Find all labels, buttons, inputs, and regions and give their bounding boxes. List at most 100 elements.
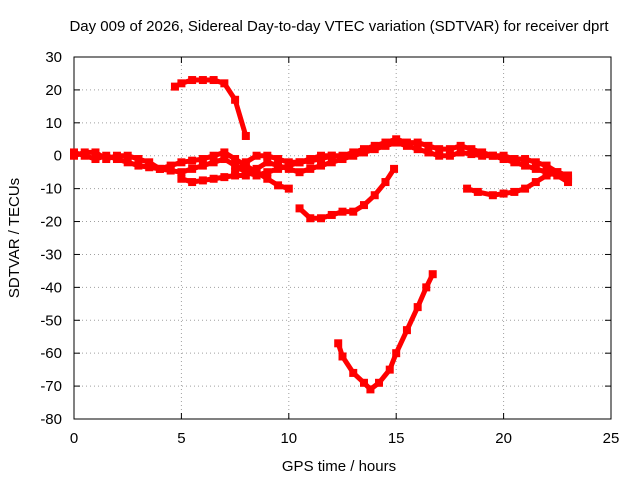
data-point	[338, 207, 347, 216]
data-point	[198, 176, 207, 185]
data-point	[435, 151, 444, 160]
data-point	[553, 168, 562, 177]
data-point	[188, 178, 197, 187]
series-trace-6	[295, 164, 399, 223]
data-point	[521, 155, 530, 164]
data-point	[392, 135, 401, 144]
data-point	[177, 79, 186, 88]
data-point	[209, 151, 218, 160]
data-point	[338, 151, 347, 160]
data-point	[274, 155, 283, 164]
data-point	[134, 155, 143, 164]
data-point	[424, 141, 433, 150]
data-point	[521, 161, 530, 170]
data-point	[91, 148, 100, 157]
data-point	[177, 174, 186, 183]
data-point	[390, 164, 399, 173]
data-point	[252, 171, 261, 180]
data-point	[274, 161, 283, 170]
data-point	[424, 148, 433, 157]
x-tick-label: 15	[388, 430, 405, 447]
data-point	[381, 178, 390, 187]
data-point	[188, 76, 197, 85]
data-point	[349, 207, 358, 216]
data-point	[123, 158, 132, 167]
y-tick-label: -20	[40, 214, 62, 231]
data-point	[499, 151, 508, 160]
data-point	[327, 151, 336, 160]
data-point	[155, 164, 164, 173]
data-point	[370, 141, 379, 150]
data-point	[428, 270, 437, 279]
data-point	[252, 164, 261, 173]
data-point	[402, 326, 411, 335]
data-point	[392, 349, 401, 358]
data-point	[349, 368, 358, 377]
y-tick-label: -70	[40, 378, 62, 395]
y-tick-label: 0	[54, 148, 62, 165]
data-point	[366, 385, 375, 394]
data-point	[435, 145, 444, 154]
data-point	[198, 155, 207, 164]
data-point	[263, 158, 272, 167]
data-point	[145, 163, 154, 172]
x-tick-label: 25	[603, 430, 620, 447]
data-point	[91, 155, 100, 164]
data-point	[317, 151, 326, 160]
data-point	[488, 191, 497, 200]
data-point	[467, 150, 476, 159]
data-point	[209, 76, 218, 85]
data-point	[422, 283, 431, 292]
data-point	[334, 339, 343, 348]
data-point	[385, 365, 394, 374]
data-point	[521, 184, 530, 193]
data-point	[531, 158, 540, 167]
x-tick-label: 10	[280, 430, 297, 447]
data-point	[263, 151, 272, 160]
data-point	[359, 378, 368, 387]
data-point	[413, 138, 422, 147]
series-trace-7	[334, 270, 437, 394]
data-point	[220, 79, 229, 88]
data-point	[263, 168, 272, 177]
y-tick-label: 20	[45, 82, 62, 99]
plot-frame	[73, 56, 612, 420]
data-point	[456, 141, 465, 150]
data-point	[70, 148, 78, 157]
data-point	[295, 168, 304, 177]
data-point	[327, 210, 336, 219]
data-point	[284, 164, 293, 173]
data-point	[499, 189, 508, 198]
series-trace-5	[170, 76, 250, 140]
data-point	[177, 158, 186, 167]
data-point	[317, 214, 326, 223]
data-point	[231, 155, 240, 164]
data-point	[542, 161, 551, 170]
data-point	[209, 174, 218, 183]
y-tick-label: -60	[40, 345, 62, 362]
data-point	[284, 184, 293, 193]
data-point	[306, 214, 315, 223]
data-point	[220, 148, 229, 157]
data-point	[542, 171, 551, 180]
data-point	[564, 171, 573, 180]
data-point	[123, 151, 132, 160]
data-point	[177, 168, 186, 177]
data-point	[134, 161, 143, 170]
data-point	[209, 158, 218, 167]
series-line	[297, 166, 397, 221]
data-point	[510, 187, 519, 196]
data-point	[306, 164, 315, 173]
data-point	[274, 181, 283, 190]
data-point	[198, 161, 207, 170]
data-point	[478, 148, 487, 157]
data-point	[220, 173, 229, 182]
data-point	[531, 164, 540, 173]
data-point	[349, 148, 358, 157]
data-point	[445, 151, 454, 160]
data-point	[456, 148, 465, 157]
data-point	[359, 201, 368, 210]
y-tick-label: 10	[45, 115, 62, 132]
x-tick-label: 0	[70, 430, 78, 447]
